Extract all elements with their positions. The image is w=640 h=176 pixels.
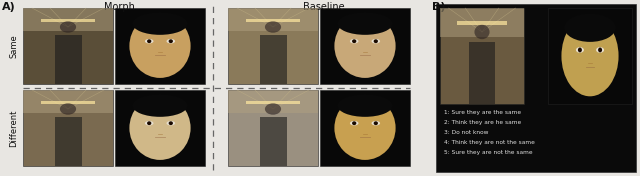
Ellipse shape (352, 121, 356, 125)
Text: 5: Sure they are not the same: 5: Sure they are not the same (444, 150, 532, 155)
Ellipse shape (169, 121, 173, 125)
Ellipse shape (132, 12, 188, 35)
Ellipse shape (147, 121, 151, 125)
Ellipse shape (598, 48, 602, 52)
Ellipse shape (166, 121, 175, 125)
Bar (436, 4, 636, 172)
Bar (259, 35, 287, 84)
Ellipse shape (371, 39, 380, 43)
Bar (23, 8, 113, 31)
Ellipse shape (147, 39, 151, 43)
Ellipse shape (145, 39, 154, 43)
Ellipse shape (374, 121, 378, 125)
Text: Same: Same (10, 34, 19, 58)
Bar (259, 117, 287, 166)
Bar (23, 90, 113, 166)
Ellipse shape (129, 96, 191, 160)
Bar (469, 42, 495, 104)
Bar (54, 117, 81, 166)
Bar (115, 90, 205, 166)
Ellipse shape (576, 47, 584, 53)
Ellipse shape (337, 95, 392, 117)
Ellipse shape (145, 121, 154, 125)
Bar (246, 101, 300, 104)
Text: 3: Do not know: 3: Do not know (444, 130, 488, 135)
Ellipse shape (265, 103, 281, 115)
Text: B): B) (432, 2, 445, 12)
Ellipse shape (334, 14, 396, 78)
Bar (440, 8, 524, 37)
Ellipse shape (371, 121, 380, 125)
Ellipse shape (350, 39, 358, 43)
Text: A): A) (2, 2, 16, 12)
Ellipse shape (578, 48, 582, 52)
Ellipse shape (350, 121, 358, 125)
Ellipse shape (596, 47, 604, 53)
Ellipse shape (564, 14, 616, 42)
Ellipse shape (474, 25, 490, 39)
Text: Different: Different (10, 109, 19, 147)
Ellipse shape (60, 103, 76, 115)
Ellipse shape (169, 39, 173, 43)
Bar (246, 19, 300, 22)
Bar (320, 90, 410, 166)
Bar (54, 35, 81, 84)
Ellipse shape (132, 95, 188, 117)
Bar (548, 8, 632, 104)
Ellipse shape (265, 21, 281, 33)
Bar (228, 8, 318, 84)
Ellipse shape (334, 96, 396, 160)
Text: Morph: Morph (104, 2, 134, 12)
Ellipse shape (374, 39, 378, 43)
Bar (320, 8, 410, 84)
Bar (115, 8, 205, 84)
Bar (41, 19, 95, 22)
Ellipse shape (129, 14, 191, 78)
Bar (440, 8, 524, 104)
Text: Baseline: Baseline (303, 2, 345, 12)
Bar (41, 101, 95, 104)
Ellipse shape (337, 12, 392, 35)
Ellipse shape (561, 16, 618, 96)
Bar (228, 90, 318, 113)
Text: 4: Think they are not the same: 4: Think they are not the same (444, 140, 535, 145)
Bar (23, 8, 113, 84)
Bar (457, 21, 507, 25)
Bar (228, 8, 318, 31)
Bar (23, 90, 113, 113)
Text: 2: Think they are he same: 2: Think they are he same (444, 120, 521, 125)
Ellipse shape (60, 21, 76, 33)
Text: 1: Sure they are the same: 1: Sure they are the same (444, 110, 521, 115)
Bar (228, 90, 318, 166)
Ellipse shape (166, 39, 175, 43)
Ellipse shape (352, 39, 356, 43)
